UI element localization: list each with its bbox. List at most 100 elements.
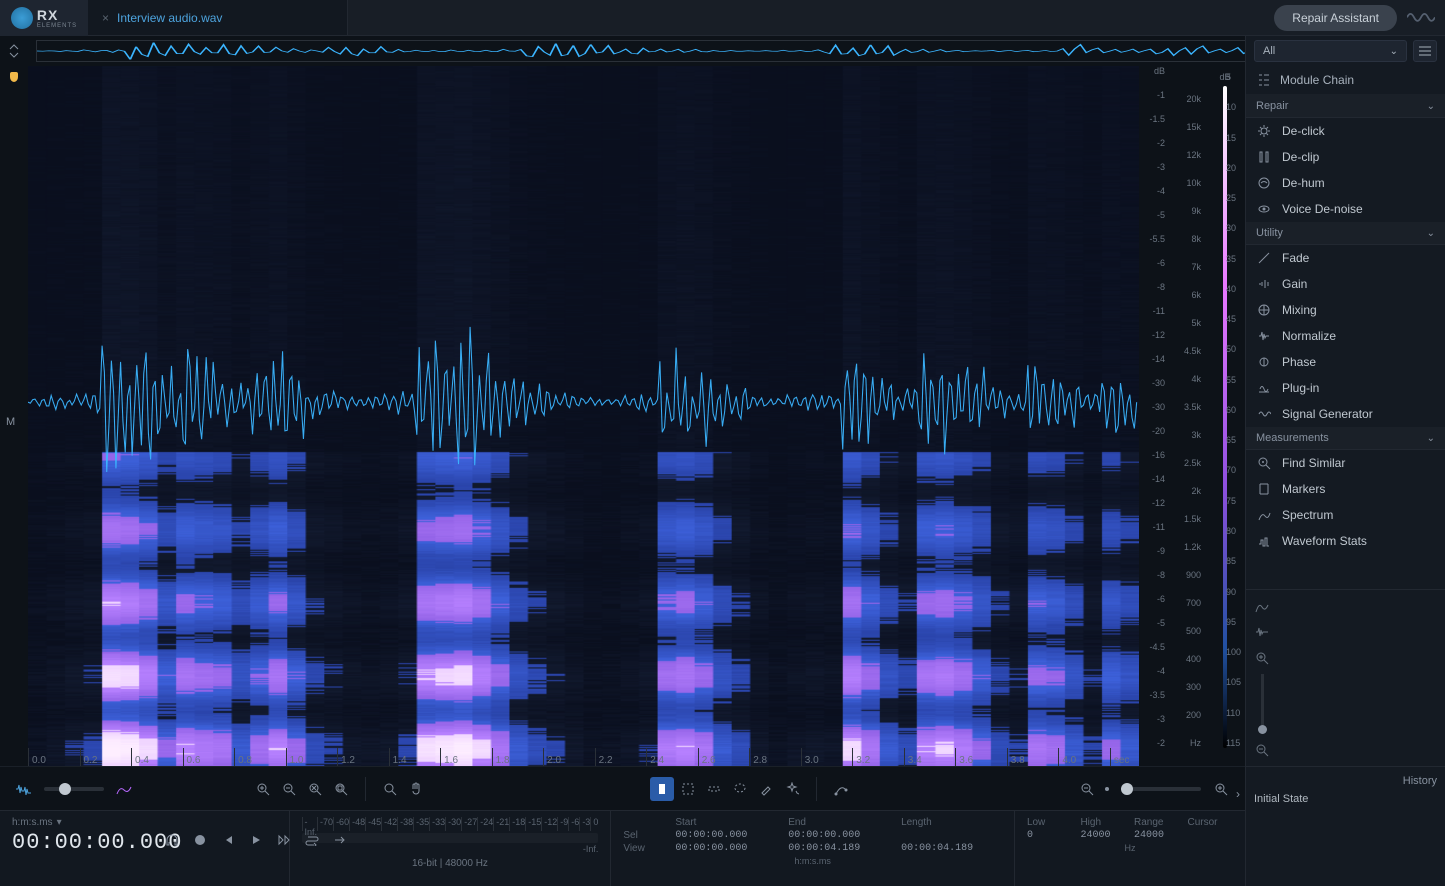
horizontal-zoom-slider[interactable] [1121, 787, 1201, 791]
sel-end-value[interactable]: 00:00:00.000 [788, 830, 889, 841]
module-gain[interactable]: Gain [1246, 271, 1445, 297]
audio-format-label: 16-bit | 48000 Hz [302, 858, 599, 869]
section-header-utility[interactable]: Utility⌄ [1246, 222, 1445, 245]
mixing-icon [1256, 302, 1272, 318]
loop-selection-button[interactable] [272, 828, 296, 852]
chevron-down-icon [9, 52, 19, 58]
overview-vertical-buttons[interactable] [0, 44, 28, 58]
module-find-similar[interactable]: Find Similar [1246, 450, 1445, 476]
zoom-in-button[interactable] [1252, 648, 1272, 668]
follow-button[interactable] [328, 828, 352, 852]
sel-length-value [901, 830, 1002, 841]
spectrum-icon [1256, 507, 1272, 523]
module-de-hum[interactable]: De-hum [1246, 170, 1445, 196]
rewind-button[interactable] [216, 828, 240, 852]
history-item[interactable]: Initial State [1254, 793, 1437, 805]
module-de-clip[interactable]: De-clip [1246, 144, 1445, 170]
curve-tool-button[interactable] [829, 777, 853, 801]
zoom-out-button[interactable] [277, 777, 301, 801]
waveform-view-button[interactable] [12, 777, 36, 801]
play-button[interactable] [244, 828, 268, 852]
module-markers[interactable]: Markers [1246, 476, 1445, 502]
spectrogram-view-button[interactable] [112, 777, 136, 801]
section-header-measurements[interactable]: Measurements⌄ [1246, 427, 1445, 450]
spectrogram-view[interactable]: 0.00.20.40.60.81.01.21.41.61.82.02.22.42… [28, 66, 1139, 766]
module-voice-de-noise[interactable]: Voice De-noise [1246, 196, 1445, 222]
expand-arrow-button[interactable]: › [1236, 787, 1240, 801]
gain-icon [1256, 276, 1272, 292]
cursor-value [1187, 830, 1233, 841]
high-value[interactable]: 24000 [1080, 830, 1126, 841]
db-scale: dB-1-1.5-2-3-4-5-5.5-6-8-11-12-14-30-30-… [1139, 66, 1169, 766]
spectrum-tool-button[interactable] [1252, 596, 1272, 616]
freq-selection-button[interactable] [702, 777, 726, 801]
range-value: 24000 [1134, 830, 1180, 841]
module-plug-in[interactable]: Plug-in [1246, 375, 1445, 401]
time-selection-button[interactable] [650, 777, 674, 801]
zoom-selection-button[interactable] [303, 777, 327, 801]
record-button[interactable] [188, 828, 212, 852]
module-spectrum[interactable]: Spectrum [1246, 502, 1445, 528]
list-view-button[interactable] [1413, 40, 1437, 62]
lasso-button[interactable] [728, 777, 752, 801]
repair-assistant-button[interactable]: Repair Assistant [1274, 5, 1397, 31]
frequency-scale: 20k15k12k10k9k8k7k6k5k4.5k4k3.5k3k2.5k2k… [1169, 66, 1205, 766]
module-chain-item[interactable]: Module Chain [1246, 66, 1445, 95]
view-end-value[interactable]: 00:00:04.189 [788, 843, 889, 854]
sel-row-label: Sel [623, 830, 663, 841]
time-ruler[interactable]: 0.00.20.40.60.81.01.21.41.61.82.02.22.42… [28, 748, 1139, 766]
plug-in-icon [1256, 380, 1272, 396]
high-header: High [1080, 817, 1126, 828]
module-phase[interactable]: Phase [1246, 349, 1445, 375]
zoom-out-h-button[interactable] [1075, 777, 1099, 801]
loop-button[interactable] [300, 828, 324, 852]
low-value[interactable]: 0 [1027, 830, 1073, 841]
view-start-value[interactable]: 00:00:00.000 [675, 843, 776, 854]
selection-mode-group [650, 777, 804, 801]
module-normalize[interactable]: Normalize [1246, 323, 1445, 349]
module-de-click[interactable]: De-click [1246, 118, 1445, 144]
time-format-label[interactable]: h:m:s.ms ▾ [12, 817, 277, 828]
close-icon[interactable]: × [102, 11, 109, 25]
overview-waveform[interactable] [36, 40, 1437, 62]
playhead-marker-icon[interactable] [10, 72, 18, 82]
fade-icon [1256, 250, 1272, 266]
view-row-label: View [623, 843, 663, 854]
module-signal-generator[interactable]: Signal Generator [1246, 401, 1445, 427]
zoom-group [251, 777, 353, 801]
zoom-in-button[interactable] [251, 777, 275, 801]
logo-text: RX [37, 7, 77, 23]
transport-area: h:m:s.ms ▾ 00:00:00.000 [0, 811, 289, 886]
length-header: Length [901, 817, 1002, 828]
module-mixing[interactable]: Mixing [1246, 297, 1445, 323]
zoom-out-button[interactable] [1252, 740, 1272, 760]
de-clip-icon [1256, 149, 1272, 165]
module-fade[interactable]: Fade [1246, 245, 1445, 271]
view-mode-group [12, 777, 136, 801]
sel-start-value[interactable]: 00:00:00.000 [675, 830, 776, 841]
horizontal-zoom-group [1075, 777, 1233, 801]
voice-de-noise-icon [1256, 201, 1272, 217]
waveform-tool-button[interactable] [1252, 622, 1272, 642]
module-filter-dropdown[interactable]: All ⌄ [1254, 40, 1407, 62]
wand-button[interactable] [780, 777, 804, 801]
hand-tool-button[interactable] [404, 777, 428, 801]
zoom-fit-button[interactable] [329, 777, 353, 801]
playhead-gutter[interactable]: M [0, 66, 28, 766]
main-area: M 0.00.20.40.60.81.01.21.41.61.82.02.22.… [0, 66, 1245, 766]
zoom-in-h-button[interactable] [1209, 777, 1233, 801]
section-header-repair[interactable]: Repair⌄ [1246, 95, 1445, 118]
main-toolbar [0, 766, 1245, 810]
find-button[interactable] [378, 777, 402, 801]
logo-subtitle: ELEMENTS [37, 23, 77, 29]
normalize-icon [1256, 328, 1272, 344]
chevron-up-icon [9, 44, 19, 50]
headphones-button[interactable] [160, 828, 184, 852]
brush-button[interactable] [754, 777, 778, 801]
file-tab[interactable]: × Interview audio.wav [88, 0, 348, 35]
frequency-info-area: Low High Range Cursor 0 24000 24000 Hz [1014, 811, 1245, 886]
view-blend-slider[interactable] [44, 787, 104, 791]
module-waveform-stats[interactable]: Waveform Stats [1246, 528, 1445, 554]
time-freq-selection-button[interactable] [676, 777, 700, 801]
vertical-slider[interactable] [1252, 674, 1272, 734]
